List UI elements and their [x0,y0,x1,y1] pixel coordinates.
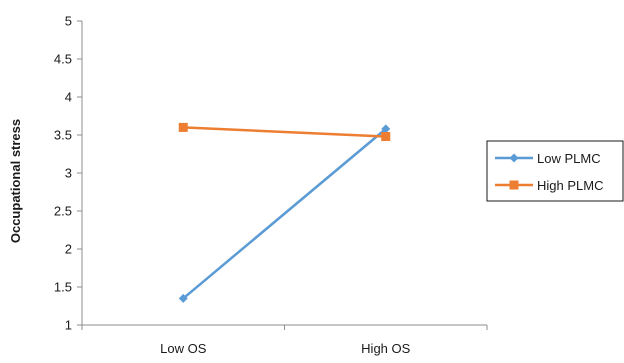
y-tick-label: 2.5 [54,204,72,219]
data-point [381,132,391,142]
legend-box [486,140,624,202]
data-point [381,124,391,134]
legend-label: Low PLMC [537,151,601,166]
legend-label: High PLMC [537,178,603,193]
data-point [178,122,188,132]
series-high-plmc [178,122,391,142]
x-axis-ticks: Low OS High OS [81,325,488,356]
y-axis-ticks: 1 1.5 2 2.5 3 3.5 4 4.5 5 [54,14,82,333]
series-line [182,127,387,300]
y-tick-label: 5 [65,14,72,29]
legend-item: Low PLMC [495,151,601,166]
legend: Low PLMC High PLMC [486,140,624,202]
y-tick-label: 1.5 [54,280,72,295]
y-tick-label: 3 [65,166,72,181]
y-axis-title: Occupational stress [8,119,23,243]
series-low-plmc [178,124,391,303]
y-tick-label: 2 [65,242,72,257]
x-tick-label: High OS [361,341,410,356]
y-tick-label: 4 [65,90,72,105]
x-tick-label: Low OS [160,341,207,356]
y-tick-label: 4.5 [54,52,72,67]
legend-swatch-marker [509,153,519,163]
series-line [183,126,386,138]
y-tick-label: 3.5 [54,128,72,143]
y-tick-label: 1 [65,318,72,333]
legend-item: High PLMC [495,178,603,193]
legend-swatch-marker [509,180,519,190]
series-layer [178,122,391,303]
data-point [178,293,188,303]
